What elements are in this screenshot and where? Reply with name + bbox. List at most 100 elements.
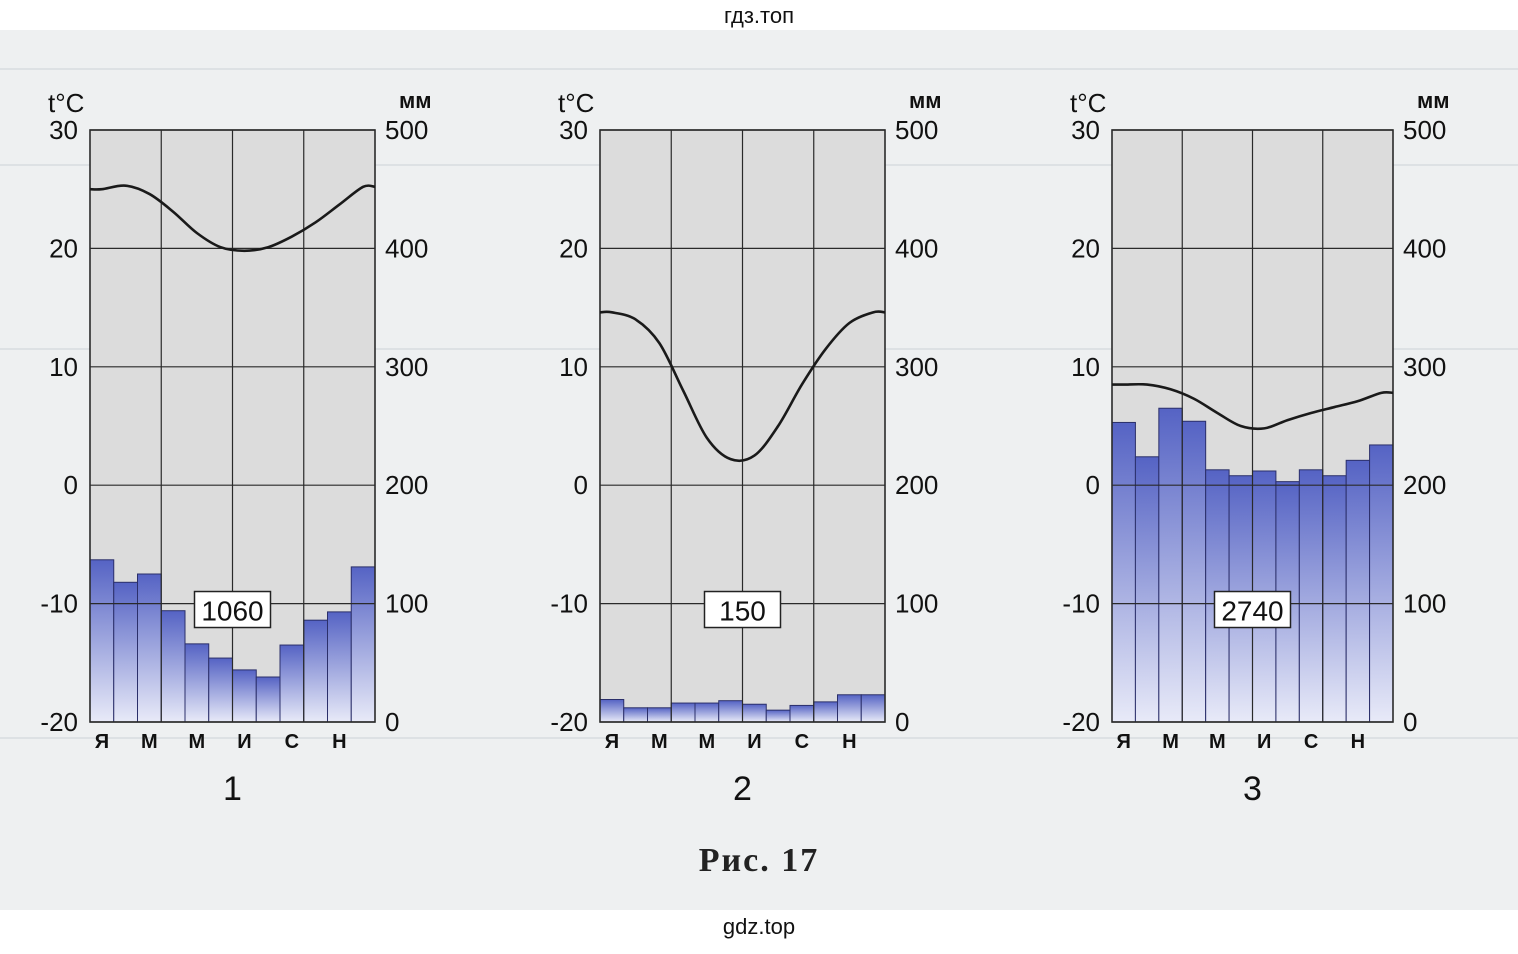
temp-axis-label: t°C — [1070, 88, 1106, 118]
temp-tick-label: -20 — [40, 707, 78, 737]
temp-tick-label: -20 — [1062, 707, 1100, 737]
month-label: М — [1209, 731, 1226, 753]
month-label: М — [1162, 731, 1179, 753]
precip-bar-month-9 — [279, 644, 305, 723]
temp-tick-label: 0 — [574, 470, 588, 500]
precip-tick-label: 200 — [1403, 470, 1446, 500]
precip-bar-month-1 — [1111, 421, 1136, 723]
month-label: И — [1257, 731, 1271, 753]
month-label: Я — [95, 731, 109, 753]
precip-bar-month-11 — [1345, 459, 1371, 723]
temp-tick-label: 10 — [559, 352, 588, 382]
temp-axis-label: t°C — [48, 88, 84, 118]
figure-caption: Рис. 17 — [698, 842, 820, 879]
month-label: Н — [332, 731, 346, 753]
precip-bar-month-2 — [1134, 456, 1160, 723]
plot-frame — [89, 129, 376, 723]
precip-axis-label: мм — [1417, 88, 1450, 113]
temperature-line — [89, 184, 376, 253]
temp-tick-label: 30 — [559, 115, 588, 145]
precip-bar-month-4 — [670, 702, 696, 723]
plot-frame — [1111, 129, 1394, 723]
precip-bar-month-12 — [1369, 444, 1394, 723]
precip-tick-label: 400 — [1403, 233, 1446, 263]
precip-tick-label: 100 — [1403, 589, 1446, 619]
precip-tick-label: 200 — [385, 470, 428, 500]
month-label: М — [699, 731, 716, 753]
precip-tick-label: 500 — [895, 115, 938, 145]
precip-bar-month-6 — [208, 657, 233, 723]
precip-bar-month-10 — [813, 701, 838, 723]
precip-tick-label: 0 — [1403, 707, 1417, 737]
temp-tick-label: 10 — [49, 352, 78, 382]
chart-number: 2 — [733, 770, 752, 808]
total-precip-box — [193, 590, 272, 629]
temp-tick-label: 0 — [1086, 470, 1100, 500]
precip-bar-month-6 — [718, 700, 743, 723]
plot-frame — [599, 129, 886, 723]
month-label: И — [237, 731, 251, 753]
precip-axis-label: мм — [399, 88, 432, 113]
temp-axis-label: t°C — [558, 88, 594, 118]
precip-bar-month-3 — [647, 707, 672, 723]
month-label: Я — [1117, 731, 1131, 753]
precip-tick-label: 400 — [385, 233, 428, 263]
precip-bar-month-3 — [1158, 407, 1183, 723]
watermark-top: гдз.топ — [723, 3, 795, 28]
temp-tick-label: -10 — [550, 589, 588, 619]
total-precip-value: 2740 — [1221, 596, 1283, 627]
precip-bar-month-11 — [837, 694, 862, 723]
temperature-line — [1111, 382, 1394, 431]
precip-tick-label: 400 — [895, 233, 938, 263]
precip-tick-label: 0 — [895, 707, 909, 737]
month-label: Н — [1351, 731, 1365, 753]
month-label: С — [1304, 731, 1318, 753]
precip-bar-month-10 — [303, 619, 328, 723]
watermark-bottom: gdz.top — [722, 914, 796, 939]
precip-tick-label: 0 — [385, 707, 399, 737]
month-label: Я — [605, 731, 619, 753]
month-label: М — [651, 731, 668, 753]
precip-bar-month-7 — [232, 669, 257, 723]
precip-bar-month-2 — [623, 707, 648, 723]
temp-tick-label: 30 — [49, 115, 78, 145]
month-label: С — [285, 731, 299, 753]
chart-number: 3 — [1243, 770, 1262, 808]
precip-tick-label: 300 — [895, 352, 938, 382]
temp-tick-label: -10 — [1062, 589, 1100, 619]
precip-bar-month-1 — [89, 559, 115, 723]
precip-tick-label: 500 — [385, 115, 428, 145]
month-label: М — [189, 731, 206, 753]
precip-tick-label: 200 — [895, 470, 938, 500]
precip-bar-month-1 — [599, 699, 625, 723]
precip-tick-label: 300 — [1403, 352, 1446, 382]
precip-bar-month-9 — [1298, 469, 1324, 723]
precip-tick-label: 100 — [385, 589, 428, 619]
temp-tick-label: 20 — [1071, 233, 1100, 263]
total-precip-box — [1213, 590, 1292, 629]
precip-bar-month-4 — [160, 610, 186, 723]
precip-bar-month-7 — [742, 703, 767, 723]
precip-bar-month-10 — [1322, 475, 1347, 723]
temp-tick-label: -10 — [40, 589, 78, 619]
precip-bar-month-8 — [255, 676, 281, 723]
month-label: С — [795, 731, 809, 753]
precip-tick-label: 300 — [385, 352, 428, 382]
total-precip-value: 1060 — [201, 596, 263, 627]
chart-number: 1 — [223, 770, 242, 808]
total-precip-box — [703, 590, 782, 629]
temperature-line — [599, 310, 886, 463]
month-label: М — [141, 731, 158, 753]
temp-tick-label: 20 — [559, 233, 588, 263]
precip-bar-month-4 — [1181, 420, 1207, 723]
precip-tick-label: 100 — [895, 589, 938, 619]
temp-tick-label: 30 — [1071, 115, 1100, 145]
month-label: И — [747, 731, 761, 753]
precip-bar-month-5 — [694, 702, 720, 723]
precip-bar-month-5 — [184, 643, 210, 723]
temp-tick-label: 10 — [1071, 352, 1100, 382]
temp-tick-label: 20 — [49, 233, 78, 263]
